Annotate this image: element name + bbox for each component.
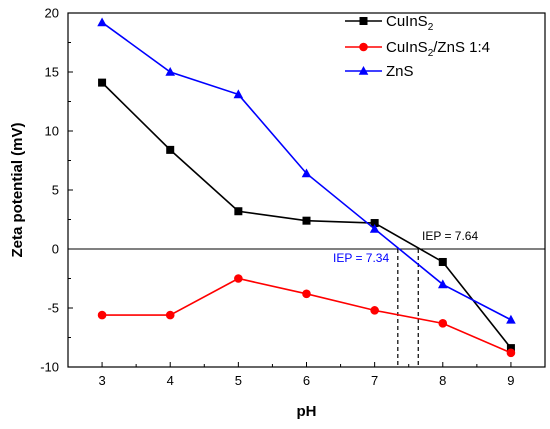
iep-annotation: IEP = 7.64 bbox=[422, 229, 478, 243]
x-tick-label: 3 bbox=[98, 373, 105, 388]
data-point bbox=[438, 257, 447, 266]
legend-label: ZnS bbox=[386, 63, 414, 80]
plot-area: 3 4 5 6 7 8 9 -10 -5 0 5 10 15 20 pH Zeta potential (mV… bbox=[9, 6, 546, 420]
data-point bbox=[166, 145, 175, 154]
data-point bbox=[301, 168, 312, 178]
legend-text: ZnS bbox=[386, 63, 414, 80]
data-point bbox=[98, 78, 107, 87]
data-point bbox=[370, 306, 379, 315]
data-point bbox=[506, 344, 515, 353]
plot-frame bbox=[67, 12, 546, 368]
legend-swatch-marker bbox=[359, 17, 368, 25]
y-tick-label: -5 bbox=[47, 301, 59, 316]
y-axis-title: Zeta potential (mV) bbox=[9, 122, 26, 257]
y-tick-label: -10 bbox=[40, 360, 59, 375]
legend-subscript: 2 bbox=[428, 22, 434, 33]
x-tick-label: 7 bbox=[371, 373, 378, 388]
data-point bbox=[369, 223, 380, 233]
legend-label: CuInS2/ZnS 1:4 bbox=[386, 39, 490, 59]
series-line bbox=[101, 82, 512, 349]
y-tick-label: 15 bbox=[45, 65, 59, 80]
data-point bbox=[506, 314, 516, 324]
x-tick-label: 9 bbox=[507, 373, 514, 388]
y-tick-label: 10 bbox=[45, 124, 59, 139]
x-tick-label: 8 bbox=[439, 373, 446, 388]
data-point bbox=[165, 67, 176, 76]
data-point bbox=[97, 310, 107, 320]
data-point bbox=[233, 89, 244, 99]
data-point bbox=[437, 279, 448, 289]
legend-text: /ZnS 1:4 bbox=[433, 39, 490, 56]
y-tick-label: 0 bbox=[52, 242, 59, 257]
legend-swatch-marker bbox=[359, 42, 368, 52]
x-tick-label: 4 bbox=[167, 373, 174, 388]
legend-subscript: 2 bbox=[428, 48, 434, 59]
data-point bbox=[97, 17, 107, 27]
data-point bbox=[302, 289, 311, 299]
x-tick-label: 6 bbox=[303, 373, 310, 388]
iep-annotation: IEP = 7.34 bbox=[333, 251, 389, 265]
data-point bbox=[438, 319, 448, 328]
data-point bbox=[234, 274, 243, 283]
legend-text: CuInS bbox=[386, 39, 428, 56]
x-tick-label: 5 bbox=[235, 373, 242, 388]
data-point bbox=[370, 219, 379, 228]
legend-label: CuInS2 bbox=[386, 13, 434, 33]
y-tick-label: 20 bbox=[45, 6, 59, 21]
x-axis-title: pH bbox=[297, 403, 317, 420]
legend-swatch-marker bbox=[358, 66, 369, 75]
data-point bbox=[506, 348, 516, 358]
legend-text: CuInS bbox=[386, 13, 428, 30]
data-point bbox=[234, 207, 243, 216]
data-point bbox=[302, 216, 311, 225]
y-tick-label: 5 bbox=[52, 183, 59, 198]
data-point bbox=[165, 310, 175, 320]
